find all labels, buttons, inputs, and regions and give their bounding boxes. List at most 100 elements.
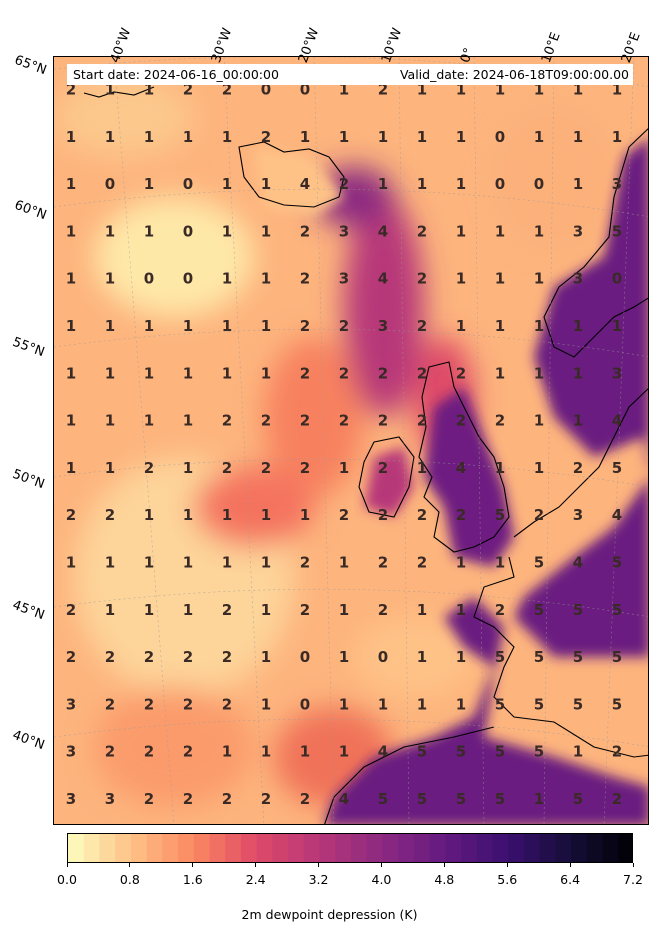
lat-label-45n: 45°N (10, 597, 47, 624)
grid-value: 4 (456, 459, 466, 477)
grid-value: 1 (534, 317, 544, 335)
grid-value: 2 (378, 554, 388, 572)
grid-value: 1 (612, 317, 622, 335)
grid-value: 1 (66, 459, 76, 477)
grid-value: 2 (456, 506, 466, 524)
colorbar-swatch (162, 834, 179, 862)
grid-value: 1 (66, 222, 76, 240)
grid-value: 5 (612, 648, 622, 666)
grid-value: 3 (66, 695, 76, 713)
grid-value: 1 (105, 317, 115, 335)
colorbar-tickmark (66, 863, 68, 867)
grid-value: 3 (573, 270, 583, 288)
grid-value: 1 (339, 695, 349, 713)
grid-value: 1 (144, 364, 154, 382)
grid-value: 1 (222, 128, 232, 146)
grid-value: 1 (183, 317, 193, 335)
grid-value: 5 (456, 743, 466, 761)
grid-value: 2 (300, 459, 310, 477)
grid-value: 1 (339, 648, 349, 666)
lat-label-55n: 55°N (10, 334, 47, 361)
colorbar-tickmark (255, 863, 257, 867)
colorbar-swatch (586, 834, 604, 862)
grid-value: 2 (495, 412, 505, 430)
grid-value: 2 (183, 648, 193, 666)
grid-value: 2 (456, 364, 466, 382)
grid-value: 1 (456, 81, 466, 99)
grid-value: 2 (144, 648, 154, 666)
grid-value: 1 (183, 601, 193, 619)
grid-value: 1 (261, 554, 271, 572)
grid-value: 1 (105, 412, 115, 430)
grid-value: 1 (339, 743, 349, 761)
grid-value: 1 (144, 554, 154, 572)
grid-value: 2 (300, 790, 310, 808)
grid-value: 1 (495, 554, 505, 572)
dewpoint-value-grid: 2 1 1 2 2 0 0 1 2 1 1 1 1 1 1 1 1 1 1 1 2 1 1 1 1 1 0 1 1 1 1 0 1 0 1 1 4 2 1 1… (66, 81, 622, 809)
colorbar-swatch (319, 834, 336, 862)
grid-value: 2 (222, 81, 232, 99)
colorbar-swatch (178, 834, 195, 862)
grid-value: 1 (456, 317, 466, 335)
grid-value: 5 (495, 695, 505, 713)
grid-value: 1 (261, 175, 271, 193)
grid-value: 5 (534, 695, 544, 713)
grid-value: 1 (66, 175, 76, 193)
colorbar-label: 2m dewpoint depression (K) (241, 907, 418, 922)
grid-value: 5 (573, 790, 583, 808)
grid-value: 2 (534, 506, 544, 524)
grid-value: 5 (495, 790, 505, 808)
grid-value: 1 (534, 270, 544, 288)
grid-value: 2 (300, 222, 310, 240)
colorbar-tickmark (129, 863, 131, 867)
grid-value: 1 (261, 695, 271, 713)
grid-value: 1 (261, 506, 271, 524)
colorbar-swatch (99, 834, 116, 862)
grid-value: 1 (105, 128, 115, 146)
grid-value: 2 (456, 412, 466, 430)
colorbar-tickmark (192, 863, 194, 867)
grid-value: 1 (183, 364, 193, 382)
grid-value: 1 (222, 317, 232, 335)
grid-value: 2 (339, 412, 349, 430)
colorbar-swatch (115, 834, 132, 862)
grid-value: 0 (495, 128, 505, 146)
grid-value: 5 (573, 601, 583, 619)
grid-value: 0 (300, 648, 310, 666)
grid-value: 1 (534, 412, 544, 430)
grid-value: 2 (300, 412, 310, 430)
grid-value: 1 (183, 459, 193, 477)
grid-value: 5 (417, 790, 427, 808)
grid-value: 5 (495, 506, 505, 524)
grid-value: 2 (378, 81, 388, 99)
colorbar-tickmark (443, 863, 445, 867)
grid-value: 2 (183, 790, 193, 808)
grid-value: 2 (183, 695, 193, 713)
grid-value: 5 (495, 648, 505, 666)
colorbar-swatch (429, 834, 446, 862)
grid-value: 2 (105, 695, 115, 713)
grid-value: 1 (66, 412, 76, 430)
colorbar-tick-label: 3.2 (308, 872, 329, 887)
grid-value: 4 (378, 743, 388, 761)
colorbar-swatch (335, 834, 352, 862)
grid-value: 1 (417, 648, 427, 666)
grid-value: 2 (378, 601, 388, 619)
grid-value: 1 (339, 128, 349, 146)
grid-value: 1 (66, 128, 76, 146)
grid-value: 5 (534, 601, 544, 619)
colorbar-swatch (68, 834, 85, 862)
grid-value: 1 (339, 81, 349, 99)
colorbar-tick-label: 5.6 (497, 872, 518, 887)
grid-value: 2 (300, 601, 310, 619)
grid-value: 0 (183, 175, 193, 193)
grid-value: 2 (417, 270, 427, 288)
grid-value: 1 (222, 222, 232, 240)
grid-value: 5 (534, 648, 544, 666)
grid-value: 1 (573, 364, 583, 382)
grid-value: 1 (456, 648, 466, 666)
grid-value: 2 (339, 175, 349, 193)
grid-value: 4 (378, 270, 388, 288)
lat-label-50n: 50°N (10, 466, 47, 493)
grid-value: 1 (144, 601, 154, 619)
